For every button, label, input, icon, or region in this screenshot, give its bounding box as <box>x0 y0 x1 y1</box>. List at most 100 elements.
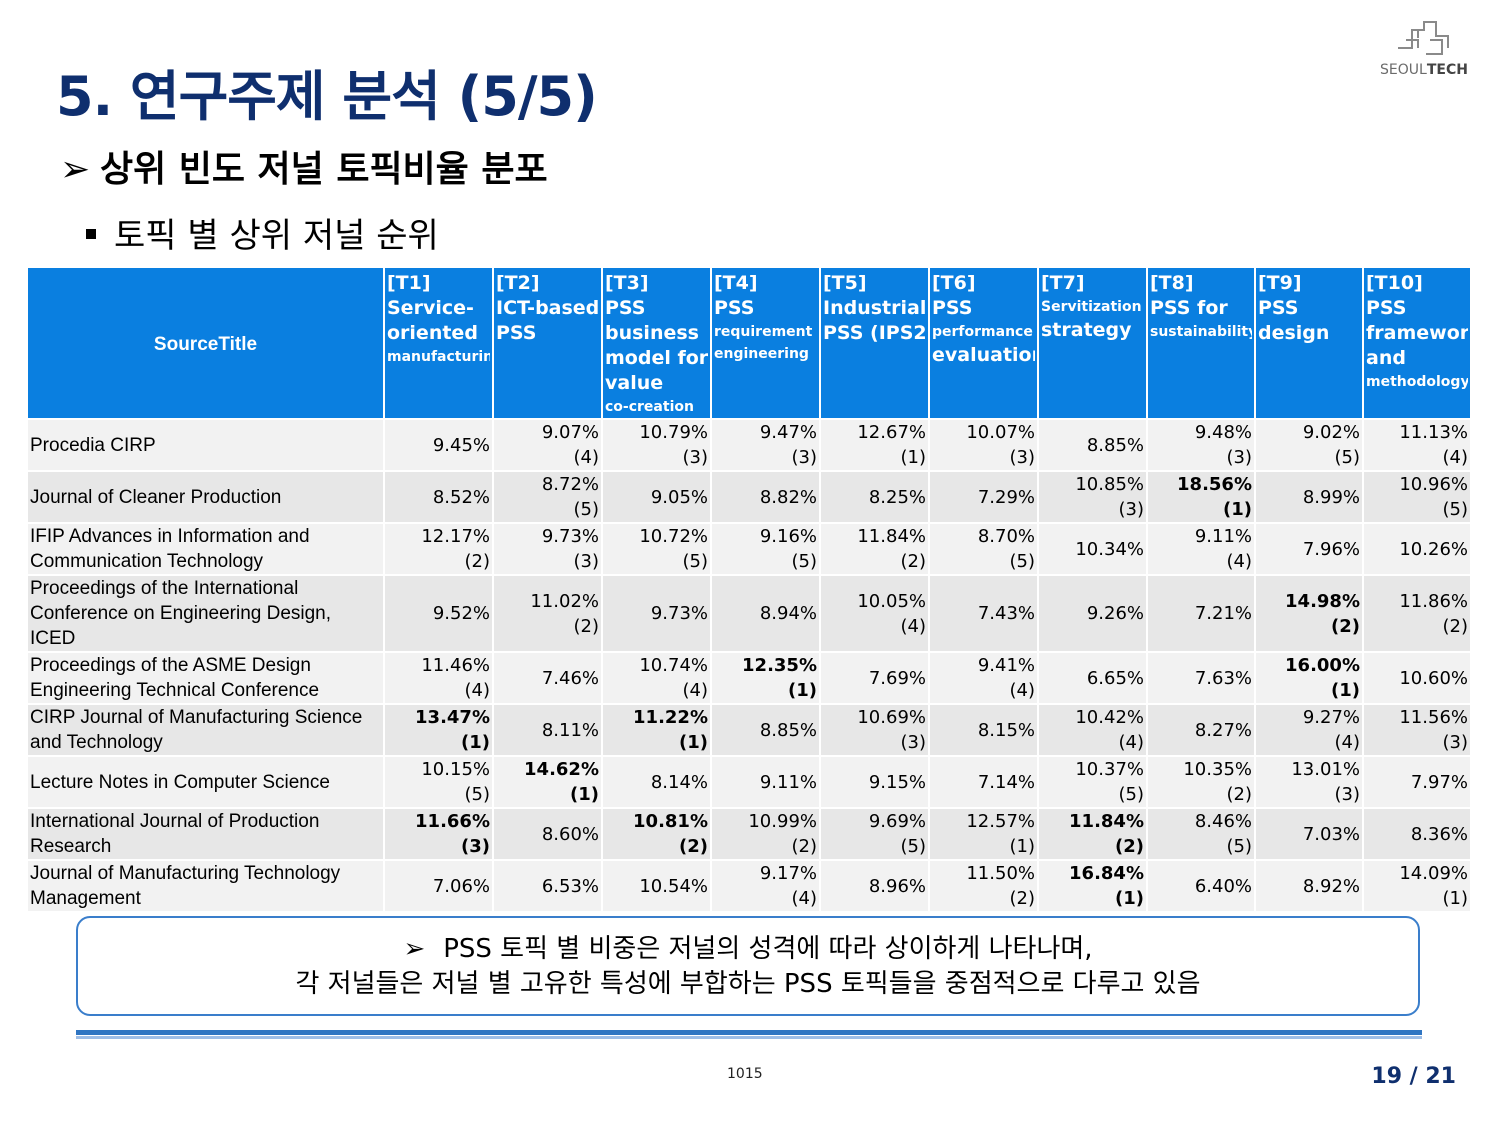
ratio-value: 10.99% <box>748 811 817 832</box>
ratio-value: 10.05% <box>857 590 926 612</box>
topic-ratio-cell: 8.15% <box>928 704 1039 757</box>
rank-value: (2) <box>1442 615 1469 637</box>
ratio-value: 9.05% <box>650 486 708 508</box>
ratio-value: 10.26% <box>1399 538 1468 560</box>
topic-header-line: [T10] <box>1366 272 1423 294</box>
rank-value: (2) <box>573 615 600 637</box>
topic-header-t5: [T5] Industrial PSS (IPS2) <box>819 266 930 420</box>
ratio-value: 9.11% <box>1194 526 1252 547</box>
topic-ratio-cell: 8.14% <box>601 756 712 809</box>
journal-name: Proceedings of the International Confere… <box>26 575 385 653</box>
topic-ratio-cell: 9.48% (3) <box>1146 419 1256 472</box>
rank-value: (3) <box>1118 499 1145 520</box>
rank-value: (1) <box>570 784 599 805</box>
topic-ratio-cell: 7.21% <box>1146 575 1256 653</box>
rank-value: (4) <box>464 680 491 701</box>
ratio-value: 7.43% <box>977 603 1035 624</box>
table-row: International Journal of Production Rese… <box>26 808 1472 861</box>
rank-value: (3) <box>1442 732 1469 753</box>
ratio-value: 10.69% <box>857 707 926 728</box>
rank-value: (2) <box>464 551 491 572</box>
ratio-value: 9.45% <box>432 434 490 456</box>
topic-header-small: sustainability <box>1150 324 1252 340</box>
footer-divider <box>76 1030 1422 1035</box>
topic-header-line: strategy <box>1041 319 1132 341</box>
rank-value: (2) <box>900 551 927 572</box>
topic-ratio-cell: 13.47% (1) <box>383 704 494 757</box>
topic-journal-table: SourceTitle [T1] Service-oriented manufact… <box>26 266 1472 913</box>
ratio-value: 18.56% <box>1177 474 1252 495</box>
page-number: 19 / 21 <box>1371 1064 1456 1089</box>
topic-ratio-cell: 7.69% <box>819 652 930 705</box>
topic-ratio-cell: 14.62% (1) <box>492 756 603 809</box>
ratio-value: 10.72% <box>639 526 708 547</box>
ratio-value: 9.11% <box>759 771 817 793</box>
topic-ratio-cell: 9.69% (5) <box>819 808 930 861</box>
rank-value: (5) <box>1118 784 1145 805</box>
topic-ratio-cell: 10.96% (5) <box>1362 471 1472 524</box>
ratio-value: 8.99% <box>1302 486 1360 508</box>
rank-value: (4) <box>1334 732 1361 753</box>
footer-divider-light <box>76 1036 1422 1039</box>
topic-ratio-cell: 10.74% (4) <box>601 652 712 705</box>
topic-ratio-cell: 10.26% <box>1362 523 1472 576</box>
topic-ratio-cell: 7.14% <box>928 756 1039 809</box>
ratio-value: 16.84% <box>1069 863 1144 884</box>
rank-value: (1) <box>1442 888 1469 909</box>
logo-text: SEOULTECH <box>1380 62 1468 78</box>
journal-name: Journal of Manufacturing Technology Mana… <box>26 860 385 913</box>
seoultech-logo: SEOULTECH <box>1374 18 1474 84</box>
rank-value: (1) <box>1009 836 1036 857</box>
rank-value: (2) <box>1009 888 1036 909</box>
topic-header-line: and <box>1366 347 1406 369</box>
ratio-value: 9.17% <box>759 863 817 884</box>
ratio-value: 8.15% <box>977 719 1035 741</box>
ratio-value: 8.85% <box>759 719 817 741</box>
topic-ratio-cell: 9.73% (3) <box>492 523 603 576</box>
ratio-value: 7.03% <box>1302 823 1360 845</box>
topic-ratio-cell: 11.84% (2) <box>1037 808 1148 861</box>
rank-value: (4) <box>900 615 927 637</box>
topic-header-t1: [T1] Service-oriented manufacturing <box>383 266 494 420</box>
topic-header-small: performance <box>932 324 1033 340</box>
topic-ratio-cell: 7.97% <box>1362 756 1472 809</box>
journal-name: Proceedings of the ASME Design Engineeri… <box>26 652 385 705</box>
topic-ratio-cell: 11.84% (2) <box>819 523 930 576</box>
topic-ratio-cell: 7.06% <box>383 860 494 913</box>
ratio-value: 9.27% <box>1302 707 1360 728</box>
topic-header-small: Servitization <box>1041 299 1142 315</box>
journal-name: Journal of Cleaner Production <box>26 471 385 524</box>
rank-value: (4) <box>1009 680 1036 701</box>
section-subheading: 토픽 별 상위 저널 순위 <box>86 208 439 257</box>
topic-ratio-cell: 6.40% <box>1146 860 1256 913</box>
ratio-value: 8.11% <box>541 719 599 741</box>
topic-ratio-cell: 8.70% (5) <box>928 523 1039 576</box>
rank-value: (5) <box>1009 551 1036 572</box>
ratio-value: 10.79% <box>639 422 708 443</box>
ratio-value: 11.02% <box>530 590 599 612</box>
rank-value: (4) <box>1226 551 1253 572</box>
topic-ratio-cell: 7.96% <box>1254 523 1364 576</box>
ratio-value: 12.17% <box>421 526 490 547</box>
topic-header-line: ICT-based <box>496 297 599 319</box>
ratio-value: 10.42% <box>1075 707 1144 728</box>
topic-ratio-cell: 10.60% <box>1362 652 1472 705</box>
topic-ratio-cell: 11.13% (4) <box>1362 419 1472 472</box>
rank-value: (5) <box>464 784 491 805</box>
topic-ratio-cell: 9.47% (3) <box>710 419 821 472</box>
ratio-value: 7.06% <box>432 875 490 897</box>
ratio-value: 9.69% <box>868 811 926 832</box>
ratio-value: 12.67% <box>857 422 926 443</box>
topic-header-line: value <box>605 372 664 394</box>
ratio-value: 10.81% <box>633 811 708 832</box>
ratio-value: 7.63% <box>1194 667 1252 689</box>
ratio-value: 7.14% <box>977 771 1035 793</box>
topic-ratio-cell: 10.35% (2) <box>1146 756 1256 809</box>
rank-value: (5) <box>573 499 600 520</box>
ratio-value: 8.94% <box>759 603 817 624</box>
ratio-value: 10.74% <box>639 655 708 676</box>
rank-value: (3) <box>682 447 709 468</box>
rank-value: (1) <box>1115 888 1144 909</box>
ratio-value: 8.25% <box>868 486 926 508</box>
ratio-value: 13.01% <box>1291 759 1360 780</box>
